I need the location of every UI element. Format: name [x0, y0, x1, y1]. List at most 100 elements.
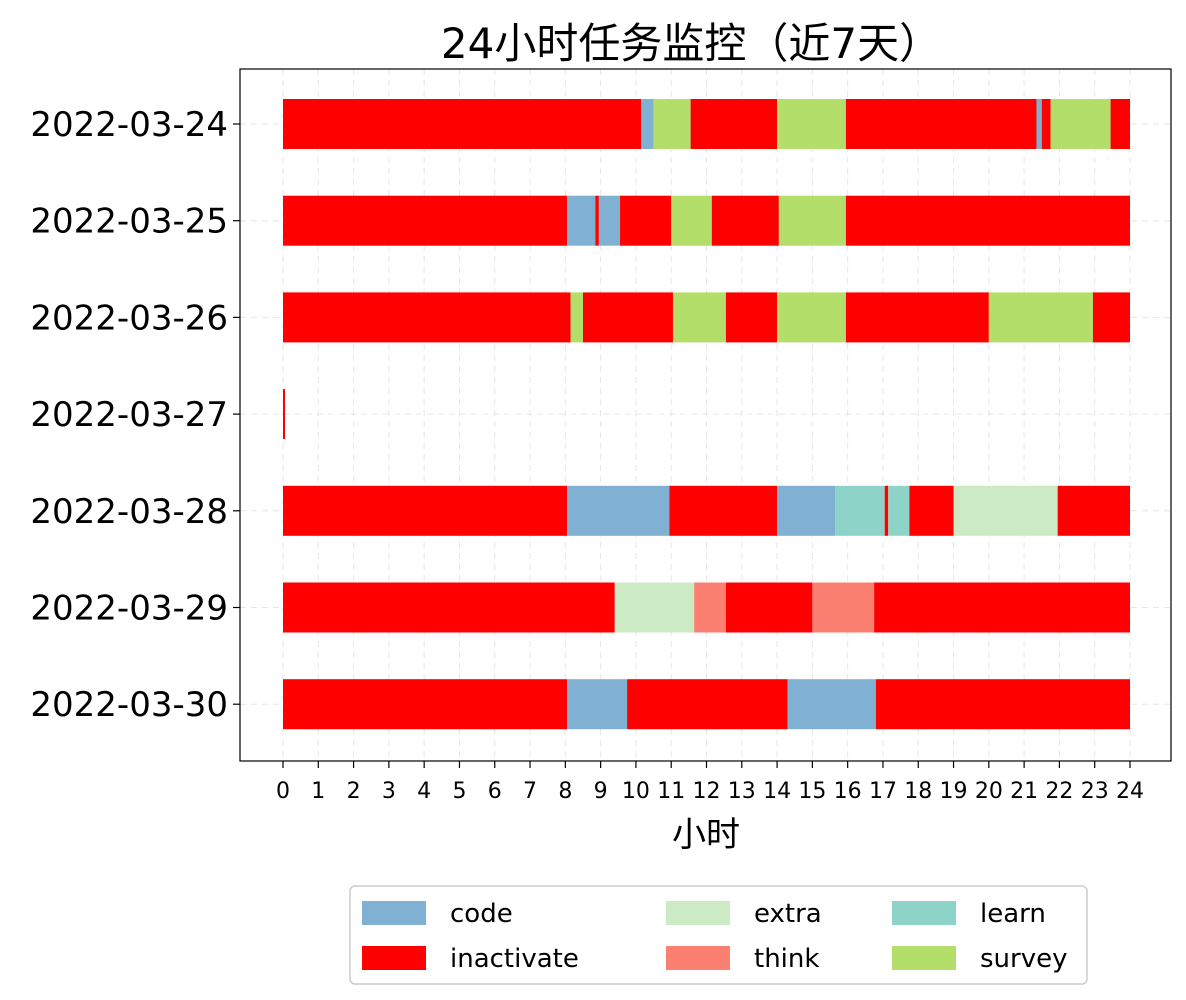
legend-label-extra: extra: [754, 899, 822, 929]
x-tick-label: 0: [276, 779, 290, 804]
bar-segment-inactivate: [1092, 292, 1130, 343]
x-tick-label: 5: [452, 779, 466, 804]
bar-segment-inactivate: [725, 292, 778, 343]
x-tick-label: 20: [975, 779, 1003, 804]
x-tick-label: 3: [382, 779, 396, 804]
bar-segment-survey: [653, 99, 691, 149]
bar-segment-inactivate: [1041, 99, 1051, 149]
bar-segment-code: [641, 99, 654, 149]
legend-label-think: think: [754, 944, 819, 974]
x-tick-label: 2: [347, 779, 361, 804]
bar-segment-code: [567, 485, 670, 536]
x-tick-label: 6: [488, 779, 502, 804]
y-tick-label: 2022-03-28: [30, 492, 228, 532]
bar-segment-inactivate: [690, 99, 778, 149]
bar-segment-inactivate: [725, 582, 813, 633]
bar-segment-inactivate: [845, 99, 1037, 149]
y-tick-label: 2022-03-25: [30, 202, 228, 242]
bar-segment-inactivate: [1110, 99, 1130, 149]
bar-segment-learn: [888, 485, 910, 536]
bar-segment-survey: [671, 195, 712, 246]
x-axis: 0 1 2 3 4 5 6 7 8 9 10 11 12 13 14 15 16 17 18 19 20 21 22 23 24: [276, 761, 1144, 804]
bar-segment-inactivate: [283, 582, 615, 633]
x-tick-label: 9: [594, 779, 608, 804]
bar-segment-extra: [614, 582, 695, 633]
bar-segment-survey: [777, 99, 846, 149]
bar-segment-think: [812, 582, 875, 633]
bar-segment-inactivate: [283, 292, 571, 343]
bar-segment-code: [1036, 99, 1042, 149]
legend-swatch-code: [362, 901, 426, 925]
legend-swatch-extra: [666, 901, 730, 925]
bar-segment-survey: [777, 292, 846, 343]
legend-label-inactivate: inactivate: [450, 944, 579, 974]
bar-segment-code: [777, 485, 836, 536]
x-tick-label: 23: [1081, 779, 1109, 804]
x-tick-label: 7: [523, 779, 537, 804]
grid-lines: [240, 69, 1171, 761]
bar-segment-inactivate: [845, 292, 989, 343]
bar-segment-inactivate: [884, 485, 889, 536]
y-tick-label: 2022-03-30: [30, 685, 228, 725]
legend-label-code: code: [450, 899, 513, 929]
x-tick-label: 22: [1045, 779, 1073, 804]
bar-segment-code: [567, 195, 596, 246]
bar-segment-inactivate: [283, 679, 568, 730]
x-tick-label: 17: [869, 779, 897, 804]
bar-segment-survey: [778, 195, 846, 246]
y-tick-label: 2022-03-24: [30, 105, 228, 145]
x-tick-label: 12: [693, 779, 721, 804]
bar-segment-inactivate: [909, 485, 954, 536]
bar-segment-code: [598, 195, 621, 246]
x-tick-label: 21: [1010, 779, 1038, 804]
bar-segment-inactivate: [845, 195, 1130, 246]
legend-swatch-learn: [892, 901, 956, 925]
bar-segment-inactivate: [283, 195, 568, 246]
bars-layer: [283, 99, 1130, 730]
y-axis: 2022-03-24 2022-03-25 2022-03-26 2022-03-27…: [30, 105, 240, 725]
bar-segment-inactivate: [283, 485, 568, 536]
bar-segment-survey: [672, 292, 726, 343]
bar-segment-inactivate: [620, 195, 672, 246]
bar-segment-learn: [835, 485, 885, 536]
bar-segment-inactivate: [875, 679, 1130, 730]
bar-segment-think: [694, 582, 726, 633]
x-tick-label: 11: [657, 779, 685, 804]
y-tick-label: 2022-03-26: [30, 298, 228, 338]
bar-segment-inactivate: [595, 195, 599, 246]
bar-segment-survey: [1050, 99, 1111, 149]
x-tick-label: 15: [798, 779, 826, 804]
x-tick-label: 19: [940, 779, 968, 804]
bar-segment-inactivate: [283, 389, 285, 440]
chart-title: 24小时任务监控（近7天）: [441, 19, 941, 68]
plot-frame: [239, 68, 1172, 762]
bar-segment-inactivate: [582, 292, 673, 343]
y-tick-label: 2022-03-27: [30, 395, 228, 435]
x-tick-label: 1: [311, 779, 325, 804]
x-tick-label: 10: [622, 779, 650, 804]
bar-segment-code: [567, 679, 628, 730]
legend-swatch-survey: [892, 946, 956, 970]
bar-segment-extra: [953, 485, 1058, 536]
x-tick-label: 24: [1116, 779, 1144, 804]
x-tick-label: 8: [558, 779, 572, 804]
bar-segment-inactivate: [627, 679, 788, 730]
bar-segment-inactivate: [1057, 485, 1130, 536]
bar-segment-inactivate: [283, 99, 642, 149]
bar-segment-inactivate: [874, 582, 1130, 633]
legend-label-survey: survey: [980, 944, 1067, 974]
legend-swatch-inactivate: [362, 946, 426, 970]
legend: code inactivate extra think learn survey: [349, 885, 1088, 985]
legend-label-learn: learn: [980, 899, 1046, 929]
x-tick-label: 18: [904, 779, 932, 804]
bar-segment-survey: [570, 292, 583, 343]
y-tick-label: 2022-03-29: [30, 589, 228, 629]
x-tick-label: 13: [728, 779, 756, 804]
bar-segment-code: [787, 679, 876, 730]
bar-segment-inactivate: [711, 195, 779, 246]
x-tick-label: 4: [417, 779, 431, 804]
x-tick-label: 14: [763, 779, 791, 804]
x-axis-label: 小时: [672, 815, 740, 855]
